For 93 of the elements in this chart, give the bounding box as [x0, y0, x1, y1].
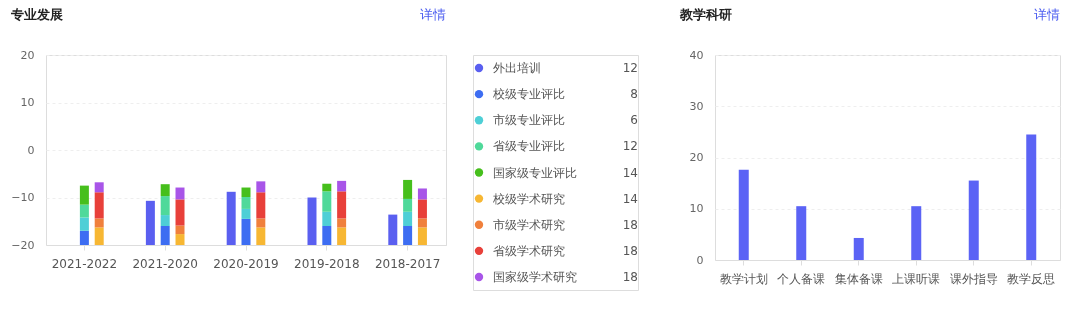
bar [256, 227, 266, 245]
bar [94, 192, 104, 219]
legend-label: 省级专业评比 [493, 139, 565, 154]
bar [79, 185, 89, 205]
chart-title: 专业发展 [10, 7, 63, 22]
y-tick-label: −10 [11, 191, 35, 204]
bar [94, 218, 104, 228]
y-tick-label: 20 [20, 48, 35, 62]
legend-label: 市级专业评比 [493, 113, 565, 128]
x-tick-label: 2020-2019 [213, 256, 279, 271]
legend-label: 国家级学术研究 [493, 269, 577, 284]
bar [226, 191, 236, 245]
bar [145, 200, 155, 245]
x-tick-label: 2018-2017 [374, 256, 441, 271]
y-tick-label: 40 [689, 48, 704, 62]
bar [1026, 134, 1037, 260]
bar [241, 208, 251, 219]
y-tick-label: 10 [20, 96, 35, 109]
x-tick-label: 2021-2022 [51, 256, 118, 271]
y-tick-label: 10 [689, 202, 704, 216]
y-tick-label: 30 [689, 99, 704, 113]
bar [79, 230, 89, 245]
bar [79, 204, 89, 218]
bar [403, 198, 413, 212]
legend-label: 市级学术研究 [493, 217, 565, 232]
text: 12 [622, 139, 638, 154]
bar [160, 184, 170, 197]
bar [256, 181, 266, 193]
x-tick-label: 个人备课 [777, 271, 826, 286]
bar [337, 227, 347, 245]
text: 18 [622, 269, 638, 284]
x-tick-label: 2021-2020 [132, 256, 198, 271]
text: 6 [630, 113, 638, 128]
bar [417, 188, 427, 200]
bar [322, 191, 332, 212]
text: 18 [622, 217, 638, 232]
bar [94, 182, 104, 193]
bar [256, 192, 266, 219]
chart-subtitle: 详情 [1034, 7, 1060, 22]
text: 14 [622, 165, 638, 180]
bar [403, 179, 413, 199]
bar [241, 197, 251, 209]
bar [337, 191, 347, 219]
bar [175, 199, 185, 226]
bar [160, 196, 170, 216]
bar [417, 227, 427, 245]
text: 18 [622, 243, 638, 258]
bar [796, 206, 807, 260]
y-tick-label: 0 [27, 143, 35, 157]
bar [388, 214, 398, 245]
y-tick-label: −20 [11, 238, 35, 252]
bar [160, 226, 170, 245]
x-tick-label: 教学计划 [719, 271, 768, 286]
bar [256, 218, 266, 228]
bar [403, 211, 413, 226]
bar [968, 180, 979, 260]
x-tick-label: 上课听课 [892, 271, 941, 286]
text: 12 [622, 61, 638, 76]
bar [307, 197, 317, 245]
y-tick-label: 0 [696, 253, 704, 267]
chart-title: 教学科研 [679, 7, 732, 22]
legend-label: 外出培训 [493, 61, 541, 76]
bar [337, 218, 347, 228]
legend-label: 省级学术研究 [493, 243, 565, 258]
legend-label: 国家级专业评比 [493, 165, 577, 180]
bar [417, 199, 427, 219]
bar [322, 211, 332, 226]
bar [175, 225, 185, 235]
bar [403, 226, 413, 245]
bar [94, 227, 104, 245]
legend-label: 校级学术研究 [492, 191, 565, 206]
bar [337, 180, 347, 192]
text: 8 [630, 87, 638, 102]
x-tick-label: 教学反思 [1007, 271, 1056, 286]
y-tick-label: 20 [689, 151, 704, 164]
legend-label: 校级专业评比 [492, 87, 565, 102]
bar [911, 206, 922, 260]
x-tick-label: 课外指导 [949, 271, 998, 286]
bar [241, 218, 251, 245]
bar [738, 169, 749, 260]
bar [417, 218, 427, 228]
bar [175, 187, 185, 200]
bar [322, 183, 332, 192]
bar [322, 226, 332, 245]
x-tick-label: 2019-2018 [294, 256, 360, 271]
bar [175, 234, 185, 245]
bar [79, 217, 89, 231]
bar [241, 187, 251, 198]
x-tick-label: 集体备课 [834, 271, 883, 286]
bar [853, 237, 864, 260]
chart-subtitle: 详情 [420, 7, 446, 22]
bar [160, 215, 170, 226]
text: 14 [622, 191, 638, 206]
